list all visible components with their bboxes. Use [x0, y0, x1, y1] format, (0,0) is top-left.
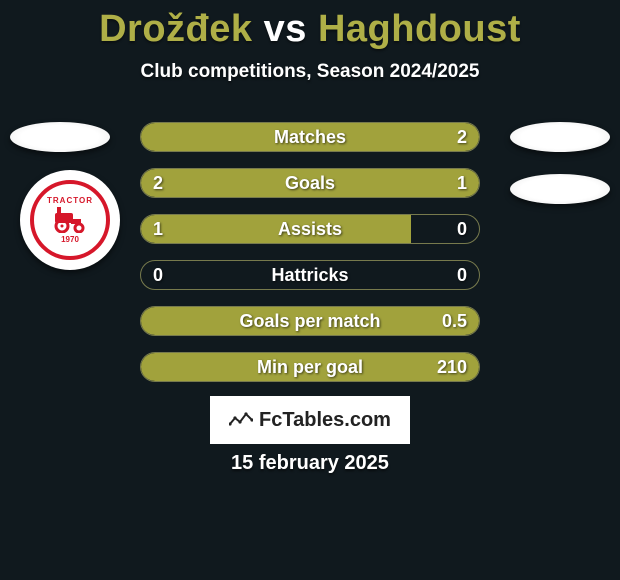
stat-bar: Goals2 1: [140, 168, 480, 198]
bar-label: Goals per match: [141, 307, 479, 335]
club-badge-inner: TRACTOR 1970: [30, 180, 110, 260]
stats-bars: Matches2Goals21Assists10Hattricks00Goals…: [140, 122, 480, 382]
player1-name: Drožđek: [99, 8, 252, 50]
bar-label: Assists: [141, 215, 479, 243]
tractor-icon: [53, 207, 87, 233]
player1-flag-placeholder: [10, 122, 110, 152]
club-badge-bottom-text: 1970: [61, 235, 79, 244]
vs-text: vs: [264, 8, 307, 50]
bar-value-left: 2: [153, 169, 163, 197]
watermark-icon: [229, 410, 253, 430]
player1-club-badge: TRACTOR 1970: [20, 170, 120, 270]
watermark: FcTables.com: [210, 396, 410, 444]
bar-value-right: 0: [457, 261, 467, 289]
bar-label: Min per goal: [141, 353, 479, 381]
bar-value-left: 0: [153, 261, 163, 289]
player2-flag-placeholder: [510, 122, 610, 152]
watermark-text: FcTables.com: [259, 409, 391, 432]
stat-bar: Goals per match0.5: [140, 306, 480, 336]
date-text: 15 february 2025: [0, 452, 620, 475]
stat-bar: Hattricks0 0: [140, 260, 480, 290]
stat-bar: Min per goal210: [140, 352, 480, 382]
page-title: Drožđek vs Haghdoust: [0, 0, 620, 51]
bar-label: Hattricks: [141, 261, 479, 289]
bar-label: Goals: [141, 169, 479, 197]
bar-label: Matches: [141, 123, 479, 151]
club-badge-top-text: TRACTOR: [47, 196, 93, 205]
bar-value-right: 0: [457, 215, 467, 243]
stat-bar: Matches2: [140, 122, 480, 152]
bar-value-right: 2: [457, 123, 467, 151]
bar-value-right: 1: [457, 169, 467, 197]
stat-bar: Assists1 0: [140, 214, 480, 244]
bar-value-right: 210: [437, 353, 467, 381]
bar-value-right: 0.5: [442, 307, 467, 335]
player2-club-placeholder: [510, 174, 610, 204]
bar-value-left: 1: [153, 215, 163, 243]
player2-name: Haghdoust: [318, 8, 521, 50]
subtitle: Club competitions, Season 2024/2025: [0, 61, 620, 83]
